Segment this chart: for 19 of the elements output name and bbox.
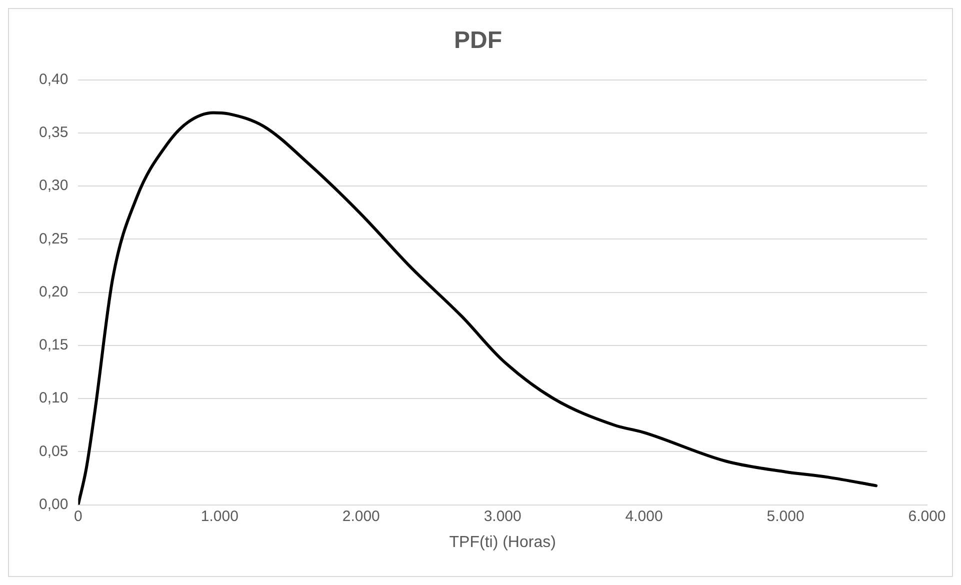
y-tick-label: 0,30 bbox=[38, 177, 68, 194]
y-tick-label: 0,00 bbox=[38, 496, 68, 513]
y-tick-label: 0,20 bbox=[38, 283, 68, 300]
y-tick-label: 0,10 bbox=[38, 390, 68, 407]
y-tick-label: 0,15 bbox=[38, 336, 68, 354]
y-tick-label: 0,35 bbox=[38, 124, 68, 142]
x-tick-label: 0 bbox=[74, 508, 82, 525]
chart-title: PDF bbox=[454, 27, 502, 54]
x-tick-label: 5.000 bbox=[766, 508, 804, 525]
x-axis-title: TPF(ti) (Horas) bbox=[449, 534, 556, 551]
y-tick-label: 0,40 bbox=[38, 70, 68, 88]
y-tick-label: 0,05 bbox=[38, 442, 68, 460]
x-tick-label: 4.000 bbox=[625, 508, 663, 525]
x-tick-label: 3.000 bbox=[484, 508, 522, 525]
y-tick-label: 0,25 bbox=[38, 230, 68, 248]
x-tick-label: 2.000 bbox=[342, 508, 380, 525]
x-tick-label: 1.000 bbox=[200, 508, 238, 525]
x-tick-label: 6.000 bbox=[908, 508, 946, 525]
line-series bbox=[78, 111, 878, 505]
